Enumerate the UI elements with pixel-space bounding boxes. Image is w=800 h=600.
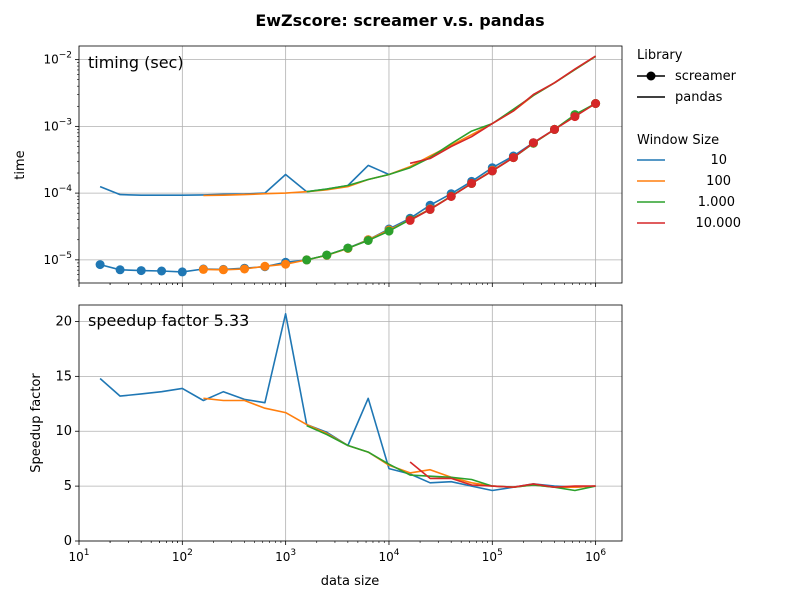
data-series <box>99 312 596 492</box>
x-tick-label: 104 <box>378 548 399 564</box>
timing-annotation: timing (sec) <box>88 53 184 72</box>
series-line-100 <box>203 397 596 489</box>
series-line-pandas-1000 <box>306 55 597 193</box>
data-point <box>384 226 394 236</box>
y-tick-label: 10−3 <box>43 117 72 133</box>
legend-pandas-label: pandas <box>675 90 723 105</box>
y-tick-label: 10−5 <box>43 251 72 267</box>
data-point <box>177 267 187 277</box>
data-point <box>115 265 125 275</box>
series-line-pandas-100 <box>203 55 597 197</box>
legend-window-10-label: 10 <box>710 153 727 168</box>
data-point <box>446 192 456 201</box>
legend-window-1000-label: 1.000 <box>698 195 735 210</box>
data-point <box>198 264 208 274</box>
data-point <box>528 138 538 148</box>
y-axis-label-time: time <box>13 150 28 179</box>
chart-title: EwZscore: screamer v.s. pandas <box>255 11 544 30</box>
data-point <box>302 255 312 265</box>
y-axis-label-speedup: Speedup factor <box>29 373 44 473</box>
timing-plot: 10−5 10−4 10−3 10−2 timing (sec) time <box>13 45 623 287</box>
data-point <box>570 112 580 122</box>
series-line-10 <box>99 312 596 492</box>
series-line-screamer-100 <box>203 102 597 271</box>
data-point <box>136 266 146 276</box>
data-point <box>550 124 559 134</box>
legend-window-title: Window Size <box>637 133 719 148</box>
legend: Library screamer pandas Window Size 10 1… <box>637 48 741 231</box>
data-point <box>281 259 291 269</box>
legend-window-10000-label: 10.000 <box>696 216 742 231</box>
axes: 101 102 103 104 105 106 0 5 10 15 20 <box>55 304 623 564</box>
legend-screamer-label: screamer <box>675 69 737 84</box>
x-tick-label: 106 <box>585 548 606 564</box>
data-point <box>487 166 497 176</box>
series-line-pandas-10000 <box>409 55 597 165</box>
y-tick-label: 15 <box>55 369 72 384</box>
axes: 10−5 10−4 10−3 10−2 <box>43 45 623 287</box>
data-point <box>508 153 518 163</box>
data-point <box>405 215 415 225</box>
y-tick-label: 0 <box>64 534 72 549</box>
x-tick-label: 103 <box>275 548 296 564</box>
legend-library-title: Library <box>637 48 683 63</box>
data-point <box>240 264 249 274</box>
series-line-1000 <box>306 424 596 492</box>
data-point <box>95 260 105 270</box>
series-line-screamer-10000 <box>409 102 597 222</box>
legend-screamer-marker <box>646 71 656 81</box>
y-tick-label: 10 <box>55 424 72 439</box>
grid <box>78 305 622 542</box>
data-series <box>95 55 601 277</box>
y-tick-label: 20 <box>55 314 72 329</box>
data-point <box>343 243 353 253</box>
speedup-annotation: speedup factor 5.33 <box>88 311 249 330</box>
x-tick-label: 101 <box>68 548 89 564</box>
data-point <box>591 99 601 108</box>
legend-window-100-label: 100 <box>706 174 731 189</box>
plot-frame <box>78 304 623 542</box>
series-line-pandas-10 <box>99 164 390 196</box>
data-point <box>157 266 167 276</box>
series-line-10000 <box>409 461 596 489</box>
y-tick-label: 10−2 <box>43 51 72 67</box>
data-point <box>218 265 228 275</box>
y-tick-label: 10−4 <box>43 184 72 200</box>
data-point <box>322 250 332 260</box>
data-point <box>425 204 435 214</box>
x-tick-label: 102 <box>172 548 193 564</box>
speedup-plot: 101 102 103 104 105 106 0 5 10 15 20 speedup facto… <box>29 304 623 589</box>
y-tick-label: 5 <box>64 479 72 494</box>
data-point <box>363 236 373 245</box>
data-point <box>467 178 477 188</box>
data-point <box>260 261 270 271</box>
plot-frame <box>78 45 623 284</box>
x-tick-label: 105 <box>482 548 503 564</box>
x-axis-label: data size <box>321 574 380 589</box>
